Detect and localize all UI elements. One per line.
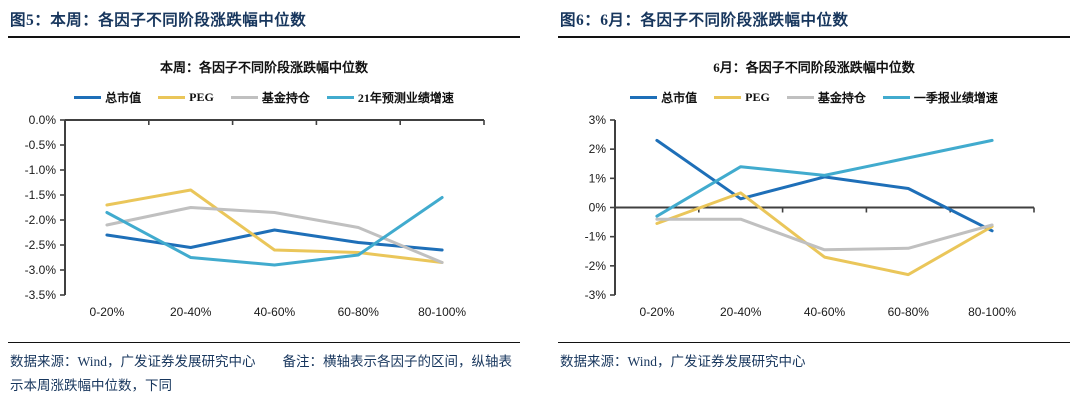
svg-text:80-100%: 80-100% — [968, 305, 1016, 319]
legend-item-1: PEG — [158, 90, 214, 105]
legend-item-0: 总市值 — [630, 89, 697, 106]
figure-6-chart: 6月：各因子不同阶段涨跌幅中位数 总市值 PEG 基金持仓 一季报业绩增速 3% 2% 1… — [558, 57, 1070, 329]
svg-text:-3.0%: -3.0% — [25, 263, 57, 277]
svg-text:20-40%: 20-40% — [720, 305, 762, 319]
figure-6-title: 图6：6月：各因子不同阶段涨跌幅中位数 — [558, 6, 1070, 38]
svg-text:-0.5%: -0.5% — [25, 138, 57, 152]
legend-label: 总市值 — [105, 91, 142, 105]
legend-line-swatch — [630, 96, 658, 99]
svg-text:-1.0%: -1.0% — [25, 163, 57, 177]
svg-text:0%: 0% — [589, 201, 607, 215]
series-line-1 — [105, 188, 444, 264]
svg-text:-2%: -2% — [585, 259, 607, 273]
chart-legend: 总市值 PEG 基金持仓 一季报业绩增速 — [558, 89, 1070, 106]
legend-item-2: 基金持仓 — [786, 89, 866, 106]
svg-text:0-20%: 0-20% — [640, 305, 675, 319]
series-line-3 — [105, 196, 444, 267]
legend-line-swatch — [714, 96, 742, 99]
legend-label: 21年预测业绩增速 — [357, 91, 454, 105]
chart-title: 本周：各因子不同阶段涨跌幅中位数 — [159, 60, 368, 75]
legend-item-1: PEG — [714, 90, 770, 105]
figure-5-chart: 本周：各因子不同阶段涨跌幅中位数 总市值 PEG 基金持仓 21年预测业绩增速 0.0… — [8, 57, 520, 329]
legend-line-swatch — [882, 96, 910, 99]
svg-text:40-60%: 40-60% — [254, 305, 296, 319]
svg-text:80-100%: 80-100% — [418, 305, 466, 319]
svg-text:0-20%: 0-20% — [90, 305, 125, 319]
svg-text:40-60%: 40-60% — [804, 305, 846, 319]
svg-text:-1.5%: -1.5% — [25, 188, 57, 202]
figure-6-source-note: 数据来源：Wind，广发证券发展研究中心 — [558, 342, 1070, 374]
svg-text:-2.0%: -2.0% — [25, 213, 57, 227]
legend-line-swatch — [158, 96, 186, 99]
legend-line-swatch — [786, 96, 814, 99]
legend-item-2: 基金持仓 — [230, 89, 310, 106]
svg-text:1%: 1% — [589, 171, 607, 185]
figure-6: 图6：6月：各因子不同阶段涨跌幅中位数 6月：各因子不同阶段涨跌幅中位数 总市值… — [558, 6, 1070, 416]
series-line-1 — [655, 191, 994, 277]
legend-item-0: 总市值 — [74, 89, 141, 106]
svg-text:60-80%: 60-80% — [338, 305, 380, 319]
svg-text:3%: 3% — [589, 113, 607, 127]
svg-text:0.0%: 0.0% — [29, 113, 57, 127]
series-line-2 — [655, 217, 994, 252]
legend-line-swatch — [230, 96, 258, 99]
svg-text:-2.5%: -2.5% — [25, 238, 57, 252]
legend-item-3: 21年预测业绩增速 — [326, 89, 454, 106]
figure-5-source-note: 数据来源：Wind，广发证券发展研究中心 备注：横轴表示各因子的区间，纵轴表示本… — [8, 342, 520, 399]
legend-item-3: 一季报业绩增速 — [882, 89, 998, 106]
svg-text:60-80%: 60-80% — [888, 305, 930, 319]
series-line-2 — [105, 206, 444, 264]
chart-title: 6月：各因子不同阶段涨跌幅中位数 — [713, 60, 915, 75]
figure-5-title: 图5：本周：各因子不同阶段涨跌幅中位数 — [8, 6, 520, 38]
series-line-3 — [655, 138, 994, 218]
legend-label: PEG — [189, 90, 214, 104]
legend-label: 一季报业绩增速 — [913, 91, 998, 105]
legend-line-swatch — [74, 96, 102, 99]
legend-label: PEG — [745, 90, 770, 104]
svg-text:-1%: -1% — [585, 230, 607, 244]
legend-line-swatch — [326, 96, 354, 99]
legend-label: 基金持仓 — [261, 91, 310, 105]
svg-text:20-40%: 20-40% — [170, 305, 212, 319]
legend-label: 基金持仓 — [817, 91, 866, 105]
svg-text:-3.5%: -3.5% — [25, 288, 57, 302]
svg-text:-3%: -3% — [585, 288, 607, 302]
series-line-0 — [655, 138, 994, 233]
svg-text:2%: 2% — [589, 142, 607, 156]
line-chart-plot: 3% 2% 1% 0% -1% -2% -3% 0-20% 20-40% 40-60% 60-80%… — [585, 113, 1035, 319]
line-chart-plot: 0.0% -0.5% -1.0% -1.5% -2.0% -2.5% -3.0% -3.5% 0… — [25, 113, 485, 319]
chart-legend: 总市值 PEG 基金持仓 21年预测业绩增速 — [8, 89, 520, 106]
legend-label: 总市值 — [661, 91, 698, 105]
figure-5: 图5：本周：各因子不同阶段涨跌幅中位数 本周：各因子不同阶段涨跌幅中位数 总市值… — [8, 6, 520, 416]
